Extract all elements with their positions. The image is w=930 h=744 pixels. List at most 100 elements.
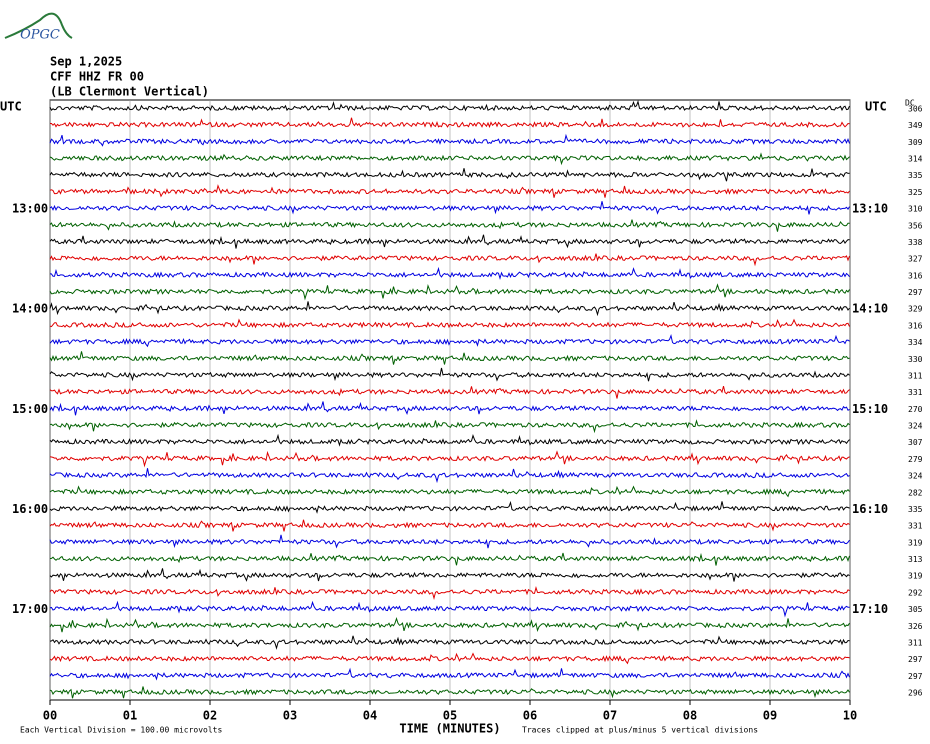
waveform [49, 468, 850, 484]
dc-offset: 316 [908, 271, 923, 280]
logo-text: OPGC [20, 28, 60, 43]
dc-offset: 313 [908, 555, 923, 564]
dc-offset: 330 [908, 355, 923, 364]
waveform [49, 219, 850, 232]
station: CFF HHZ FR 00 [50, 70, 144, 84]
waveform [49, 586, 850, 601]
waveform [49, 133, 850, 147]
dc-offset: 335 [908, 505, 923, 514]
dc-offset: 279 [908, 455, 923, 464]
dc-offset: 335 [908, 171, 923, 180]
waveform [49, 600, 850, 618]
x-tick-label: 10 [843, 709, 857, 723]
waveform [49, 635, 850, 650]
x-tick-label: 05 [443, 709, 457, 723]
dc-offset: 331 [908, 388, 923, 397]
dc-offset: 282 [908, 488, 923, 497]
x-tick-label: 08 [683, 709, 697, 723]
dc-offset: 338 [908, 238, 923, 247]
x-tick-label: 00 [43, 709, 57, 723]
dc-offset: 326 [908, 622, 923, 631]
date: Sep 1,2025 [50, 55, 122, 69]
waveform [49, 152, 850, 166]
dc-offset: 314 [908, 155, 923, 164]
left-time-label: 16:00 [12, 502, 48, 516]
dc-offset: 324 [908, 472, 923, 481]
clip-note: Traces clipped at plus/minus 5 vertical … [522, 726, 758, 735]
dc-offset: 307 [908, 438, 923, 447]
x-axis-label: TIME (MINUTES) [399, 722, 500, 736]
x-tick-label: 01 [123, 709, 137, 723]
dc-offset: 334 [908, 338, 923, 347]
dc-offset: 310 [908, 205, 923, 214]
waveform [49, 385, 850, 399]
x-tick-label: 03 [283, 709, 297, 723]
waveform [49, 266, 850, 280]
left-time-label: 17:00 [12, 602, 48, 616]
right-time-label: 17:10 [852, 602, 888, 616]
waveform [50, 117, 850, 129]
waveform [49, 433, 850, 447]
waveform [49, 568, 850, 582]
waveform [49, 652, 850, 665]
waveform [49, 450, 850, 468]
dc-offset: 297 [908, 655, 923, 664]
x-tick-label: 09 [763, 709, 777, 723]
waveform [49, 616, 850, 633]
right-time-label: 13:10 [852, 202, 888, 216]
dc-offset: 327 [908, 255, 923, 264]
waveform [49, 519, 850, 532]
dc-header: DC [905, 99, 915, 108]
waveform [49, 367, 850, 382]
dc-offset: 305 [908, 605, 923, 614]
waveform [49, 318, 850, 329]
x-tick-label: 04 [363, 709, 377, 723]
waveform [49, 283, 850, 301]
right-time-label: 14:10 [852, 302, 888, 316]
dc-offset: 349 [908, 121, 923, 130]
left-header: UTC [0, 100, 22, 114]
waveform [49, 99, 850, 112]
x-tick-label: 06 [523, 709, 537, 723]
waveform [49, 351, 850, 365]
waveform [49, 534, 850, 549]
dc-offset: 319 [908, 538, 923, 547]
waveform [49, 333, 850, 348]
waveform [49, 419, 850, 434]
dc-offset: 309 [908, 138, 923, 147]
dc-offset: 297 [908, 672, 923, 681]
waveform [49, 552, 850, 566]
waveform [49, 301, 850, 317]
dc-offset: 270 [908, 405, 923, 414]
dc-offset: 319 [908, 572, 923, 581]
x-tick-label: 02 [203, 709, 217, 723]
right-header: UTC [865, 100, 887, 114]
waveform [49, 184, 850, 198]
waveform [49, 401, 850, 416]
dc-offset: 329 [908, 305, 923, 314]
location: (LB Clermont Vertical) [50, 85, 209, 99]
waveform [49, 500, 850, 514]
waveform [49, 234, 850, 249]
waveform [49, 667, 850, 681]
dc-offset: 311 [908, 371, 923, 380]
waveform [49, 168, 850, 182]
x-tick-label: 07 [603, 709, 617, 723]
dc-offset: 296 [908, 689, 923, 698]
scale-note: Each Vertical Division = 100.00 microvol… [20, 726, 222, 735]
left-time-label: 13:00 [12, 202, 48, 216]
logo-mark [4, 12, 73, 39]
dc-offset: 292 [908, 588, 923, 597]
right-time-label: 16:10 [852, 502, 888, 516]
dc-offset: 306 [908, 105, 923, 114]
waveform [49, 201, 850, 215]
logo: OPGC [4, 12, 73, 43]
left-time-label: 14:00 [12, 302, 48, 316]
dc-offset: 316 [908, 321, 923, 330]
dc-offset: 311 [908, 638, 923, 647]
dc-offset: 297 [908, 288, 923, 297]
dc-offset: 331 [908, 522, 923, 531]
right-time-label: 15:10 [852, 402, 888, 416]
dc-offset: 324 [908, 422, 923, 431]
